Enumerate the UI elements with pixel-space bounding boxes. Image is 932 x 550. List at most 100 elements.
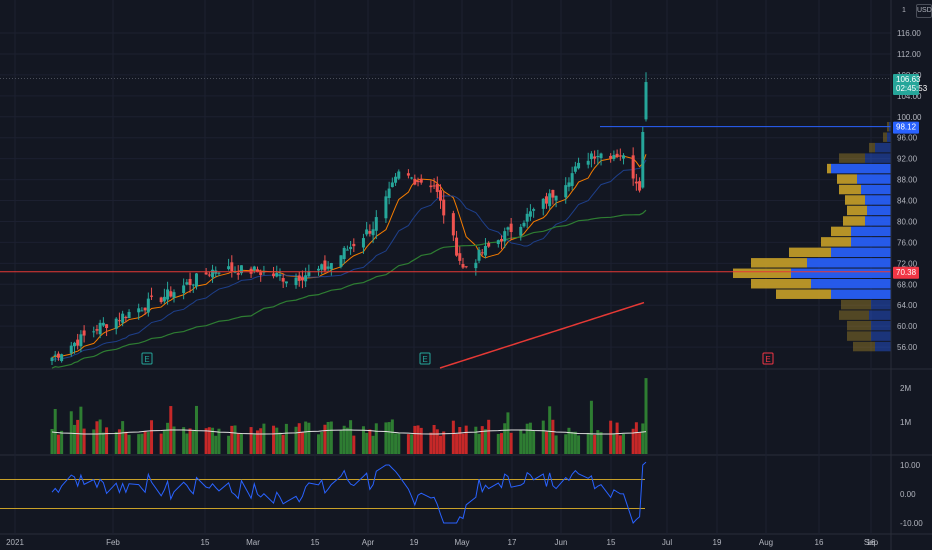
- candle-body: [374, 217, 378, 231]
- volume-bar: [323, 424, 327, 454]
- candle-body: [410, 177, 414, 179]
- volume-bar: [506, 412, 510, 454]
- volume-bar: [137, 434, 141, 454]
- candle-body: [554, 195, 558, 201]
- volume-bar: [410, 434, 414, 454]
- volume-bar: [114, 432, 118, 454]
- volume-bar: [528, 422, 532, 454]
- candle-body: [573, 166, 577, 172]
- vp-up-bar: [831, 163, 891, 174]
- volume-bar: [182, 427, 186, 454]
- volume-bar: [634, 422, 638, 454]
- volume-bar: [255, 430, 259, 454]
- volume-bar: [439, 435, 443, 454]
- candle-body: [361, 238, 365, 248]
- candle-body: [519, 226, 523, 236]
- currency-prefix-label: 1: [902, 7, 906, 14]
- candle-body: [162, 296, 166, 302]
- candle-body: [124, 316, 128, 319]
- volume-bar: [349, 420, 353, 454]
- vp-down-bar: [847, 205, 867, 216]
- price-tick-label: 60.00: [897, 322, 918, 331]
- earnings-label: E: [144, 355, 149, 364]
- candle-body: [204, 272, 208, 275]
- horizontal-lines: [0, 78, 891, 273]
- volume-bar: [140, 433, 144, 454]
- candle-body: [316, 268, 320, 271]
- volume-bar: [188, 428, 192, 454]
- volume-bar: [615, 422, 619, 454]
- candle-body: [483, 245, 487, 256]
- red-line-tag-text: 70.38: [896, 268, 917, 277]
- candle-body: [121, 313, 125, 323]
- volume-bar: [442, 431, 446, 454]
- volume-bar: [544, 431, 548, 454]
- ma-long-line: [439, 301, 645, 369]
- vp-down-bar: [869, 142, 875, 153]
- vp-up-bar: [871, 331, 891, 341]
- candle-body: [329, 263, 333, 270]
- earnings-label: E: [765, 355, 770, 364]
- candle-body: [577, 162, 581, 169]
- red-line-tag-bg: [893, 266, 919, 279]
- vp-up-bar: [887, 132, 891, 142]
- volume-bar: [105, 427, 109, 454]
- candle-body: [297, 275, 301, 281]
- vp-up-bar: [865, 153, 891, 163]
- vp-up-bar: [871, 299, 891, 310]
- volume-profile: [733, 121, 891, 352]
- candle-body: [419, 178, 423, 183]
- vp-down-bar: [821, 237, 851, 247]
- candle-body: [368, 231, 372, 234]
- candle-body: [567, 182, 571, 187]
- price-tick-label: 72.00: [897, 259, 918, 268]
- candle-body: [294, 277, 298, 286]
- candle-body: [140, 310, 144, 312]
- price-tick-label: 116.00: [897, 29, 921, 38]
- volume-bar: [570, 431, 574, 454]
- candle-body: [252, 266, 256, 271]
- time-tick-label: 19: [410, 538, 419, 547]
- earnings-icon: [141, 352, 153, 365]
- candle-body: [528, 211, 532, 217]
- candle-body: [194, 273, 198, 287]
- volume-bar: [172, 426, 176, 454]
- time-tick-label: 16: [815, 538, 824, 547]
- candle-body: [82, 330, 86, 336]
- candle-body: [60, 354, 64, 362]
- vp-down-bar: [839, 153, 865, 163]
- volume-bar: [50, 429, 54, 454]
- volume-bar: [76, 419, 80, 454]
- last-price-tag-text: 02:45:53: [896, 84, 928, 93]
- volume-bar: [194, 405, 198, 454]
- volume-pane: [50, 378, 648, 454]
- time-tick-label: Apr: [362, 538, 375, 547]
- candle-body: [586, 160, 590, 165]
- vp-up-bar: [857, 174, 891, 184]
- candle-body: [105, 324, 109, 329]
- vp-down-bar: [839, 184, 861, 195]
- candle-body: [284, 281, 288, 284]
- candle-body: [564, 185, 568, 198]
- vp-up-bar: [807, 258, 891, 268]
- volume-bar: [101, 432, 105, 454]
- candle-body: [522, 222, 526, 227]
- candle-body: [432, 185, 436, 187]
- volume-bar: [413, 425, 417, 454]
- volume-bar: [612, 433, 616, 454]
- currency-button[interactable]: USD: [916, 4, 932, 18]
- oscillator-line: [51, 461, 647, 524]
- volume-bar: [297, 423, 301, 454]
- volume-ma-line: [51, 429, 647, 435]
- volume-bar: [249, 427, 253, 454]
- volume-bar: [596, 430, 600, 454]
- candle-body: [609, 155, 613, 159]
- vp-down-bar: [789, 247, 831, 258]
- candle-body: [255, 269, 259, 272]
- candle-body: [349, 246, 353, 250]
- volume-bar: [567, 427, 571, 454]
- ma-fast-line: [51, 154, 647, 359]
- time-tick-label: 15: [607, 538, 616, 547]
